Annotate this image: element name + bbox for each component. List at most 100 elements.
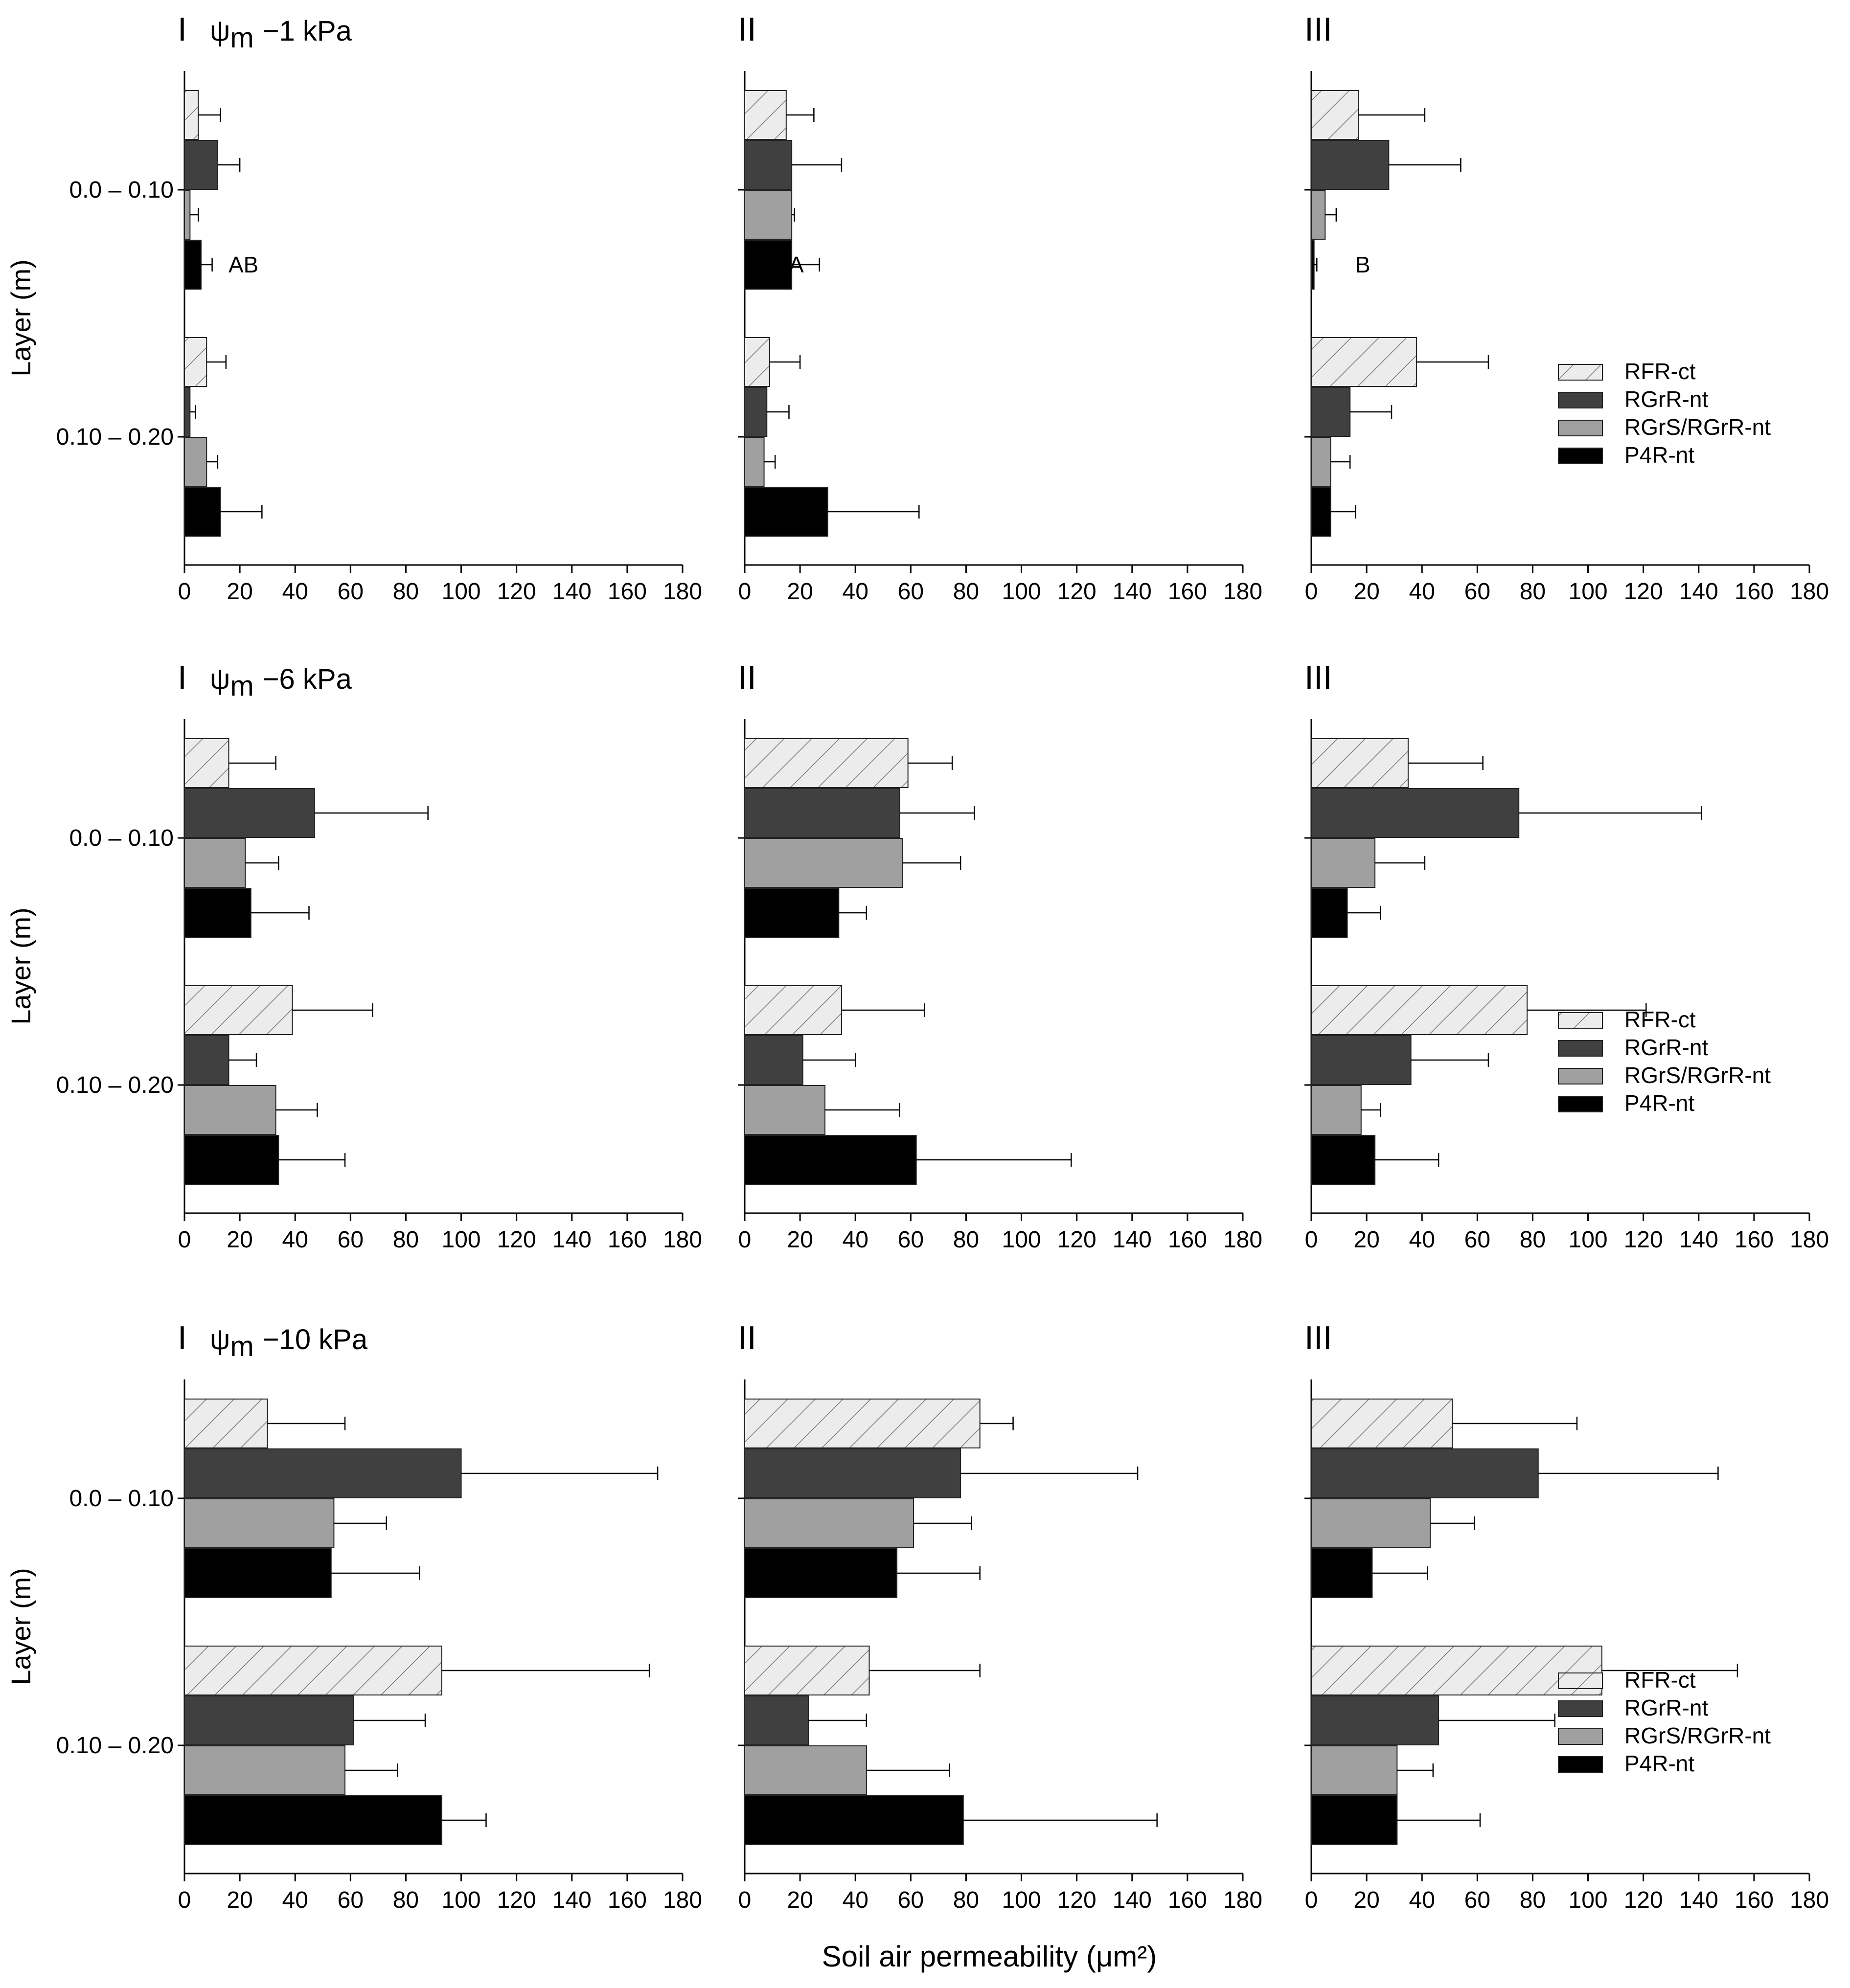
x-tick-label: 100 (1002, 579, 1041, 605)
x-tick-label: 40 (1409, 579, 1435, 605)
x-tick-label: 0 (1305, 1227, 1318, 1253)
bar-rgrs-rgrr-nt-layer2 (744, 1085, 826, 1135)
x-tick-label: 140 (1113, 1887, 1152, 1913)
bar-rfr-ct-layer1 (1311, 90, 1359, 140)
legend-label-rgrr-nt: RGrR-nt (1624, 386, 1708, 412)
legend-swatch-rgrs-rgrr-nt (1558, 1068, 1603, 1084)
bar-rfr-ct-layer1 (744, 90, 787, 140)
psi-symbol: ψ (210, 663, 230, 695)
legend-swatch-p4r-nt (1558, 1096, 1603, 1112)
x-tick-label: 180 (1223, 1887, 1262, 1913)
bar-p4r-nt-layer2 (744, 1795, 964, 1845)
bar-rgrr-nt-layer2 (1311, 1695, 1439, 1745)
x-tick-label: 100 (442, 1227, 481, 1253)
bar-rgrr-nt-layer1 (1311, 788, 1520, 838)
x-tick-label: 40 (282, 1887, 308, 1913)
x-tick-label: 180 (1223, 1227, 1262, 1253)
x-tick-label: 60 (338, 1227, 364, 1253)
x-tick-label: 0 (1305, 579, 1318, 605)
psi-subscript: m (230, 1331, 253, 1362)
bar-p4r-nt-layer2 (184, 1795, 442, 1845)
x-tick-label: 80 (953, 579, 979, 605)
panel-label: III (1304, 659, 1332, 696)
bar-rgrs-rgrr-nt-layer2 (744, 437, 765, 487)
x-tick-label: 180 (663, 1227, 702, 1253)
suction-label: ψm −1 kPa (210, 15, 352, 54)
panel-label: I (178, 1319, 187, 1356)
bar-p4r-nt-layer2 (744, 487, 828, 537)
x-tick-label: 80 (393, 1227, 419, 1253)
bar-rgrr-nt-layer1 (1311, 140, 1390, 190)
panel-r0-2: II 0 20 40 60 80 100 120 140 160 180 A (738, 11, 1262, 605)
bar-rgrr-nt-layer1 (744, 788, 900, 838)
x-tick-label: 160 (1168, 1227, 1207, 1253)
bar-rgrr-nt-layer1 (184, 788, 315, 838)
legend-label-rfr-ct: RFR-ct (1624, 1007, 1696, 1032)
x-tick-label: 120 (1057, 1227, 1096, 1253)
legend-label-p4r-nt: P4R-nt (1624, 1090, 1694, 1116)
legend-label-rfr-ct: RFR-ct (1624, 1667, 1696, 1693)
x-tick-label: 60 (1464, 1887, 1490, 1913)
x-tick-label: 40 (843, 1887, 868, 1913)
x-tick-label: 180 (1790, 1887, 1829, 1913)
x-tick-label: 80 (1520, 1887, 1546, 1913)
bar-rfr-ct-layer2 (184, 985, 293, 1035)
bar-p4r-nt-layer1 (184, 1548, 332, 1598)
legend-swatch-rfr-ct (1558, 1012, 1603, 1029)
x-tick-label: 120 (1624, 579, 1663, 605)
x-tick-label: 40 (1409, 1887, 1435, 1913)
legend-swatch-rgrr-nt (1558, 392, 1603, 408)
bar-rgrs-rgrr-nt-layer1 (184, 190, 191, 240)
panel-label: II (738, 11, 756, 48)
x-tick-label: 160 (608, 1887, 647, 1913)
x-tick-label: 0 (1305, 1887, 1318, 1913)
psi-symbol: ψ (210, 1324, 230, 1355)
psi-symbol: ψ (210, 15, 230, 47)
legend-swatch-rfr-ct (1558, 364, 1603, 381)
bar-rgrr-nt-layer2 (744, 387, 768, 437)
x-tick-label: 0 (738, 579, 752, 605)
panel-r1-3: III 0 20 40 60 80 100 120 140 160 180 RFR-ct RGrR-nt… (1304, 659, 1829, 1253)
bar-rgrr-nt-layer2 (184, 387, 191, 437)
x-tick-label: 40 (282, 579, 308, 605)
x-tick-label: 20 (1353, 1887, 1379, 1913)
y-tick-label: 0.10 – 0.20 (56, 424, 174, 450)
panel-r0-3: III 0 20 40 60 80 100 120 140 160 180 B RFR-ctRGrR-n… (1304, 11, 1829, 605)
bar-rgrr-nt-layer1 (744, 1448, 961, 1498)
bar-rgrs-rgrr-nt-layer2 (184, 1085, 276, 1135)
bar-rfr-ct-layer1 (1311, 1399, 1453, 1448)
significance-letter: AB (228, 252, 258, 277)
x-tick-label: 0 (178, 1227, 191, 1253)
bar-rgrr-nt-layer2 (184, 1695, 354, 1745)
x-tick-label: 60 (898, 1887, 924, 1913)
bar-p4r-nt-layer2 (184, 487, 221, 537)
panel-r2-3: III 0 20 40 60 80 100 120 140 160 180 RFR-ctRGrR-nt… (1304, 1319, 1829, 1913)
x-tick-label: 140 (1679, 1887, 1718, 1913)
bar-p4r-nt-layer2 (1311, 1795, 1398, 1845)
x-tick-label: 120 (1057, 1887, 1096, 1913)
x-tick-label: 180 (663, 1887, 702, 1913)
bar-rgrr-nt-layer1 (184, 140, 218, 190)
suction-value: −6 kPa (263, 663, 352, 695)
significance-letter: B (1355, 252, 1370, 277)
panel-label: III (1304, 1319, 1332, 1356)
x-tick-label: 140 (1113, 579, 1152, 605)
bar-rgrr-nt-layer2 (1311, 387, 1351, 437)
bar-rgrr-nt-layer2 (184, 1035, 229, 1085)
x-tick-label: 80 (393, 1887, 419, 1913)
bar-rgrs-rgrr-nt-layer1 (1311, 838, 1376, 888)
bar-rgrr-nt-layer2 (744, 1695, 809, 1745)
panel-r1-2: II 0 20 40 60 80 100 120 140 160 180 (738, 659, 1262, 1253)
legend-label-rgrs-rgrr-nt: RGrS/RGrR-nt (1624, 1723, 1771, 1748)
bar-rgrr-nt-layer1 (1311, 1448, 1539, 1498)
bar-rgrr-nt-layer1 (744, 140, 793, 190)
bar-rgrs-rgrr-nt-layer1 (744, 1498, 914, 1548)
x-tick-label: 160 (1735, 1227, 1774, 1253)
y-tick-label: 0.0 – 0.10 (69, 177, 174, 203)
x-tick-label: 120 (497, 1887, 536, 1913)
y-axis-title: Layer (m) (5, 907, 36, 1025)
